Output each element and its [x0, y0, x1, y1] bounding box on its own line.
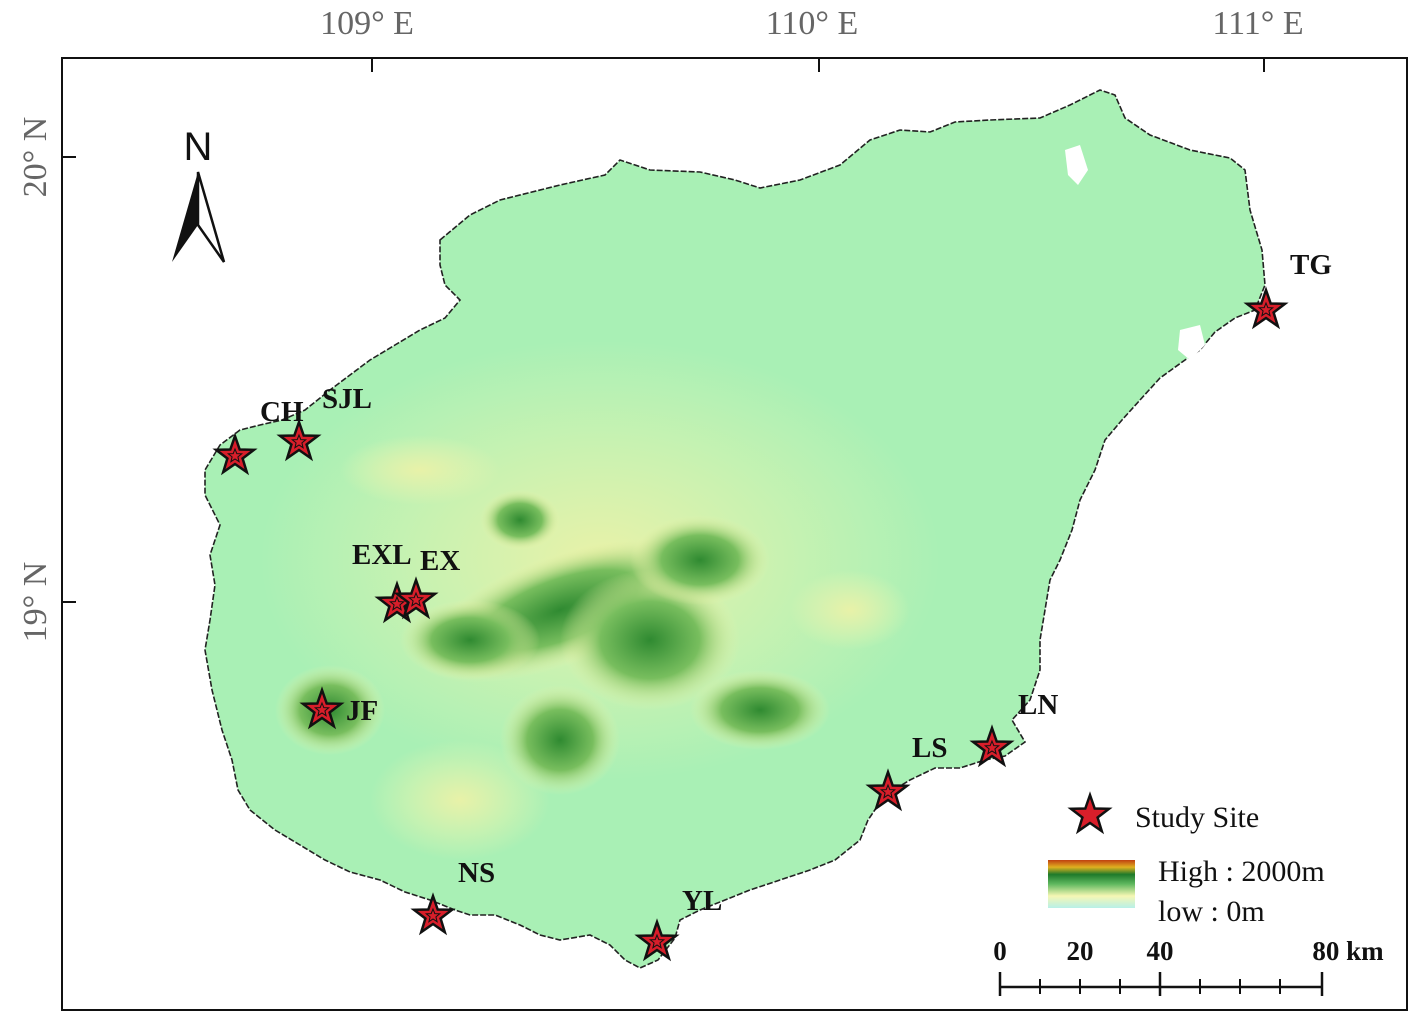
scale-label-40: 40 — [1147, 936, 1174, 966]
star-inner-icon — [424, 907, 442, 923]
legend-elevation-ramp — [1048, 860, 1135, 908]
star-inner-icon — [226, 447, 244, 463]
legend-star-icon — [1067, 791, 1113, 835]
site-marker-ls[interactable]: LS — [865, 732, 947, 812]
site-label-ls: LS — [912, 732, 947, 764]
star-icon — [1243, 286, 1289, 330]
star-inner-icon — [388, 595, 406, 611]
legend-low: low : 0m — [1158, 895, 1265, 928]
longitude-label-110: 110° E — [766, 5, 859, 42]
bay-inlet — [1065, 145, 1088, 185]
site-label-ch: CH — [260, 396, 304, 428]
site-label-jf: JF — [346, 695, 378, 727]
scale-bar: 0 20 40 80 km — [993, 936, 1384, 996]
site-marker-ln[interactable]: LN — [969, 689, 1058, 768]
star-icon — [393, 576, 439, 620]
star-icon — [212, 432, 258, 476]
scale-label-0: 0 — [993, 936, 1007, 966]
star-icon — [410, 892, 456, 936]
star-icon — [969, 724, 1015, 768]
star-inner-icon — [879, 783, 897, 799]
site-marker-tg[interactable]: TG — [1243, 249, 1332, 330]
north-label: N — [184, 125, 213, 169]
star-icon — [276, 418, 322, 462]
site-marker-sjl[interactable]: SJL — [276, 383, 372, 462]
site-marker-ex[interactable]: EX — [393, 545, 460, 620]
site-label-tg: TG — [1290, 249, 1332, 281]
site-label-sjl: SJL — [322, 383, 372, 415]
bay-inlet — [1178, 325, 1205, 360]
star-inner-icon — [290, 433, 308, 449]
latitude-label-19: 19° N — [17, 562, 54, 643]
longitude-label-109: 109° E — [320, 5, 414, 42]
star-inner-icon — [983, 739, 1001, 755]
star-icon — [865, 768, 911, 812]
site-marker-ns[interactable]: NS — [410, 857, 495, 936]
graticule: 109° E 110° E 111° E 20° N 19° N — [17, 5, 1304, 642]
star-icon — [299, 686, 345, 730]
site-marker-jf[interactable]: JF — [299, 686, 378, 730]
latitude-label-20: 20° N — [17, 117, 54, 198]
star-inner-icon — [1257, 301, 1275, 317]
site-label-ex: EX — [420, 545, 460, 577]
scale-label-80: 80 km — [1312, 936, 1384, 966]
site-label-ln: LN — [1018, 689, 1058, 721]
elevation-shading — [260, 340, 940, 860]
star-inner-icon — [648, 933, 666, 949]
longitude-label-111: 111° E — [1212, 5, 1303, 42]
site-label-yl: YL — [682, 885, 722, 917]
star-icon — [634, 918, 680, 962]
star-inner-icon — [313, 701, 331, 717]
site-marker-ch[interactable]: CH — [212, 396, 304, 476]
scale-label-20: 20 — [1067, 936, 1094, 966]
site-label-exl: EXL — [352, 539, 412, 571]
study-sites: TG SJL CH EXL EX JF LN LS NS YL — [212, 249, 1332, 962]
site-marker-yl[interactable]: YL — [634, 885, 722, 962]
legend: Study Site High : 2000m low : 0m — [1048, 791, 1325, 928]
legend-study-site: Study Site — [1135, 801, 1259, 834]
legend-high: High : 2000m — [1158, 855, 1325, 888]
star-inner-icon — [407, 591, 425, 607]
site-label-ns: NS — [458, 857, 495, 889]
north-arrow-icon: N — [172, 125, 226, 263]
